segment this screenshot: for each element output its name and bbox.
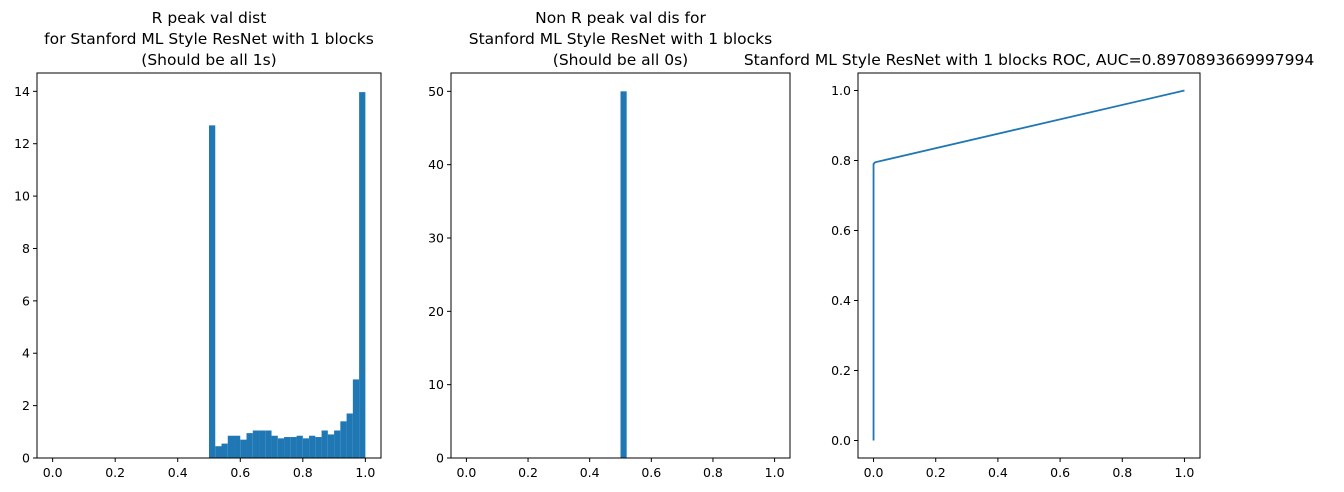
y-tick-label: 0.6 [831,223,851,238]
bar [227,435,235,458]
y-tick-label: 0 [22,451,30,466]
bar [240,439,247,458]
bar [234,435,241,458]
bar [265,430,272,458]
y-tick-label: 10 [14,189,30,204]
bar [252,430,260,458]
y-tick-label: 2 [22,398,30,413]
x-tick-label: 0.0 [456,465,476,480]
y-tick-label: 0.4 [831,293,851,308]
chart-title: for Stanford ML Style ResNet with 1 bloc… [44,30,374,48]
x-tick-label: 0.8 [293,465,313,480]
chart-title: R peak val dist [152,9,267,27]
roc-line [872,89,1185,441]
bar [290,437,297,458]
bar [346,413,353,458]
x-tick-label: 1.0 [765,465,785,480]
bar [359,92,366,458]
x-tick-label: 0.8 [703,465,723,480]
bar [259,430,266,458]
x-tick-label: 1.0 [1175,465,1195,480]
y-tick-label: 1.0 [831,83,851,98]
bar [321,430,328,458]
bar [271,435,278,458]
bar [296,435,303,458]
subplot: Non R peak val dis for Stanford ML Style … [428,9,791,480]
bar [309,435,316,458]
x-tick-label: 0.6 [641,465,661,480]
y-tick-label: 0.8 [831,153,851,168]
chart-title: Stanford ML Style ResNet with 1 blocks R… [744,51,1314,69]
bar [352,379,360,458]
x-tick-label: 0.4 [580,465,600,480]
y-tick-label: 0.0 [831,433,851,448]
bar [277,438,285,458]
bar [327,434,335,458]
chart-title: Non R peak val dis for [535,9,706,27]
x-tick-label: 0.0 [43,465,63,480]
x-tick-label: 0.6 [1050,465,1070,480]
bar [221,443,228,458]
x-tick-label: 1.0 [355,465,375,480]
axes-frame [36,72,382,459]
y-tick-label: 40 [428,157,444,172]
y-tick-label: 14 [14,84,30,99]
bar [209,125,216,458]
y-tick-label: 12 [14,136,30,151]
x-tick-label: 0.8 [1112,465,1132,480]
y-tick-label: 20 [428,304,444,319]
bar [215,446,222,458]
bar [334,430,341,458]
bar [620,91,627,458]
bar [340,421,347,458]
chart-title: Stanford ML Style ResNet with 1 blocks [469,30,772,48]
bar [302,438,310,458]
chart-title: (Should be all 1s) [141,51,276,69]
axes-frame [450,72,791,459]
y-tick-label: 0.2 [831,363,851,378]
x-tick-label: 0.2 [518,465,538,480]
x-tick-label: 0.0 [864,465,884,480]
x-tick-label: 0.6 [230,465,250,480]
y-tick-label: 6 [22,293,30,308]
x-tick-label: 0.4 [168,465,188,480]
x-tick-label: 0.2 [926,465,946,480]
bar [284,437,291,458]
y-tick-label: 10 [428,377,444,392]
y-tick-label: 8 [22,241,30,256]
x-tick-label: 0.2 [105,465,125,480]
chart-title: (Should be all 0s) [553,51,688,69]
y-tick-label: 4 [22,346,30,361]
x-tick-label: 0.4 [988,465,1008,480]
bar [315,437,322,458]
subplot: Stanford ML Style ResNet with 1 blocks R… [744,51,1314,480]
bar [246,433,253,458]
axes-frame [857,72,1201,459]
y-tick-label: 30 [428,231,444,246]
subplot: R peak val dist for Stanford ML Style Res… [14,9,382,480]
y-tick-label: 50 [428,84,444,99]
y-tick-label: 0 [436,451,444,466]
